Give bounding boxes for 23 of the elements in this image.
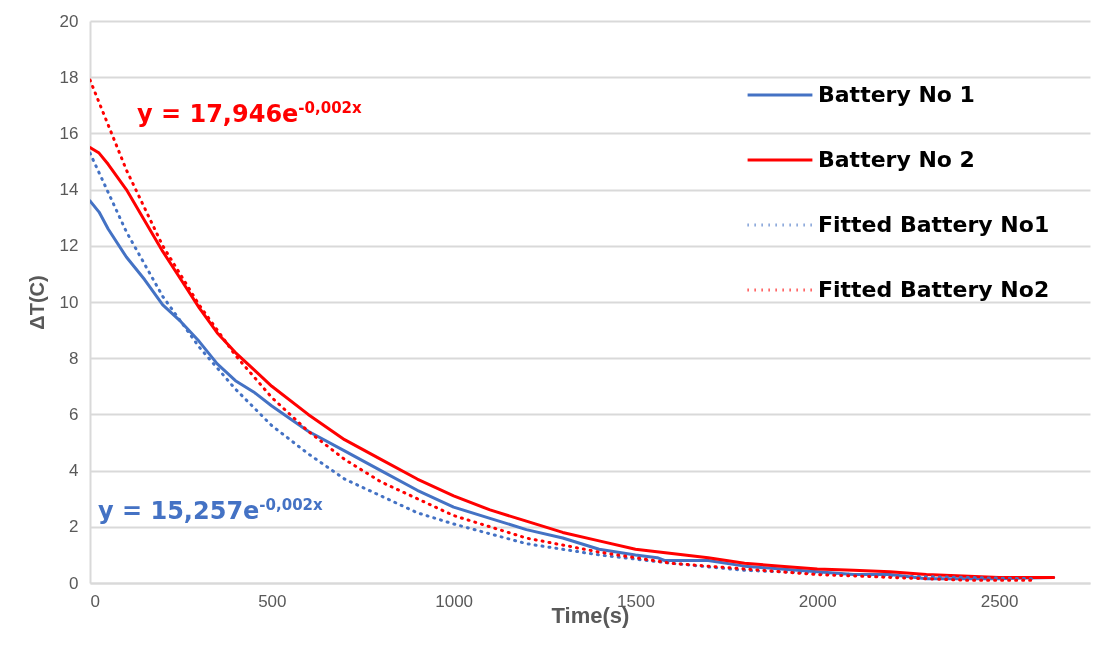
y-tick-label: 18	[59, 67, 79, 87]
y-tick-label: 0	[69, 573, 79, 593]
annotation: y = 15,257e$^{-0,002x}$	[98, 495, 323, 525]
y-tick-label: 6	[69, 404, 79, 424]
y-tick-label: 20	[59, 11, 79, 31]
x-tick-label: 0	[90, 591, 100, 611]
legend-label: Fitted Battery No1	[818, 212, 1050, 237]
x-tick-label: 2000	[798, 591, 837, 611]
legend-label: Battery No 2	[818, 147, 975, 172]
y-tick-label: 4	[69, 461, 79, 481]
x-tick-label: 2500	[980, 591, 1019, 611]
y-tick-label: 10	[59, 292, 79, 312]
y-tick-label: 2	[69, 517, 79, 537]
x-tick-label: 1000	[435, 591, 474, 611]
x-tick-label: 500	[258, 591, 287, 611]
legend-label: Battery No 1	[818, 82, 975, 107]
annotation: y = 17,946e$^{-0,002x}$	[137, 98, 362, 128]
y-tick-label: 16	[59, 123, 79, 143]
legend-label: Fitted Battery No2	[818, 277, 1050, 302]
y-axis-title: ΔT(C)	[25, 275, 48, 330]
y-tick-label: 12	[59, 236, 79, 256]
y-tick-label: 14	[59, 180, 79, 200]
y-tick-label: 8	[69, 348, 79, 368]
